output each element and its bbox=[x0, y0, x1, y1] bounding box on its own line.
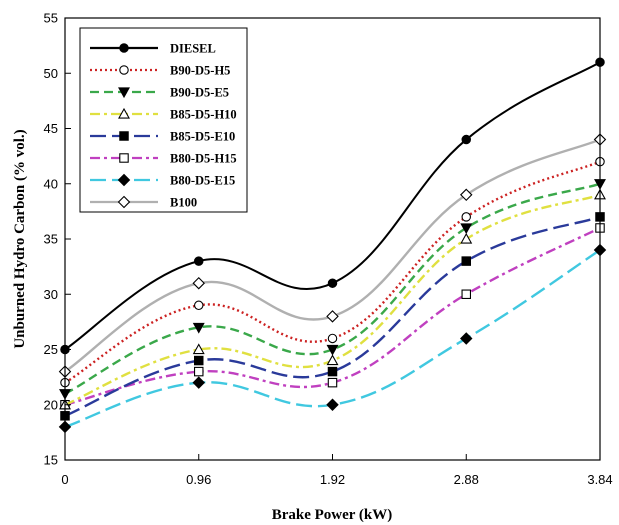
legend-marker bbox=[119, 65, 129, 75]
y-tick-label: 25 bbox=[44, 342, 58, 357]
legend-item: B85-D5-H10 bbox=[90, 108, 237, 122]
y-tick-label: 30 bbox=[44, 287, 58, 302]
series-B85-D5-H10 bbox=[59, 188, 606, 410]
data-point bbox=[460, 332, 473, 345]
legend-label: B90-D5-H5 bbox=[170, 64, 230, 78]
legend-item: B80-D5-H15 bbox=[90, 152, 237, 166]
data-point bbox=[192, 276, 205, 290]
legend-marker bbox=[118, 87, 130, 99]
data-point bbox=[192, 343, 205, 355]
data-point bbox=[194, 300, 204, 311]
x-axis-title: Brake Power (kW) bbox=[272, 507, 393, 523]
legend-item: B90-D5-H5 bbox=[90, 64, 230, 78]
data-point bbox=[326, 310, 339, 323]
legend-marker bbox=[119, 43, 129, 53]
data-point bbox=[327, 377, 338, 388]
legend-item: B90-D5-E5 bbox=[90, 86, 229, 100]
data-point bbox=[327, 366, 338, 377]
series-line bbox=[64, 160, 601, 384]
legend-item: B80-D5-E15 bbox=[90, 174, 235, 188]
legend-box bbox=[79, 27, 248, 213]
data-point bbox=[192, 322, 205, 334]
x-tick-label: 1.92 bbox=[320, 472, 345, 487]
data-point bbox=[327, 278, 338, 288]
legend-label: DIESEL bbox=[170, 42, 216, 56]
series-layer bbox=[58, 57, 607, 434]
data-point bbox=[461, 256, 471, 266]
y-tick-label: 50 bbox=[44, 66, 58, 81]
x-tick-label: 0.96 bbox=[186, 472, 211, 487]
data-point bbox=[460, 188, 473, 202]
legend-label: B85-D5-E10 bbox=[170, 130, 235, 144]
y-tick-label: 15 bbox=[44, 453, 58, 468]
y-axis: 15 20 25 30 35 40 45 50 55 bbox=[44, 11, 71, 468]
x-tick-label: 3.84 bbox=[587, 472, 612, 487]
data-point bbox=[192, 376, 205, 389]
y-tick-label: 35 bbox=[44, 232, 58, 247]
legend-label: B90-D5-E5 bbox=[170, 86, 229, 100]
data-point bbox=[460, 223, 473, 235]
series-line bbox=[64, 182, 601, 395]
data-point bbox=[327, 333, 338, 344]
legend-marker bbox=[118, 107, 130, 119]
y-tick-label: 55 bbox=[44, 11, 58, 26]
legend-label: B80-D5-E15 bbox=[170, 174, 235, 188]
legend-item: B100 bbox=[90, 196, 197, 210]
y-tick-label: 20 bbox=[44, 397, 58, 412]
legend-marker bbox=[117, 195, 131, 209]
series-line bbox=[64, 215, 601, 417]
data-point bbox=[461, 212, 471, 222]
data-point bbox=[461, 134, 471, 145]
x-tick-label: 2.88 bbox=[454, 472, 479, 487]
legend: DIESEL B90-D5-H5 B90-D5-E5 B85-D5-H10 B85-D5… bbox=[79, 27, 248, 213]
legend-marker bbox=[119, 153, 129, 163]
data-point bbox=[460, 232, 473, 244]
legend-label: B85-D5-H10 bbox=[170, 108, 237, 122]
legend-marker bbox=[119, 131, 129, 141]
data-point bbox=[194, 366, 204, 377]
y-axis-title: Unburned Hydro Carbon (% vol.) bbox=[12, 129, 28, 348]
y-tick-label: 40 bbox=[44, 176, 58, 191]
x-tick-label: 0 bbox=[61, 472, 68, 487]
data-point bbox=[194, 355, 204, 366]
series-DIESEL bbox=[60, 57, 605, 355]
data-point bbox=[326, 354, 339, 366]
legend-item: B85-D5-E10 bbox=[90, 130, 235, 144]
legend-item: DIESEL bbox=[90, 42, 216, 56]
y-tick-label: 45 bbox=[44, 121, 58, 136]
data-point bbox=[326, 344, 339, 356]
data-point bbox=[326, 398, 339, 411]
data-point bbox=[194, 256, 204, 266]
legend-label: B100 bbox=[170, 196, 197, 210]
x-axis: 0 0.96 1.92 2.88 3.84 bbox=[61, 454, 613, 487]
legend-label: B80-D5-H15 bbox=[170, 152, 237, 166]
series-B90-D5-E5 bbox=[59, 179, 606, 400]
legend-marker bbox=[117, 173, 131, 187]
data-point bbox=[461, 289, 471, 299]
